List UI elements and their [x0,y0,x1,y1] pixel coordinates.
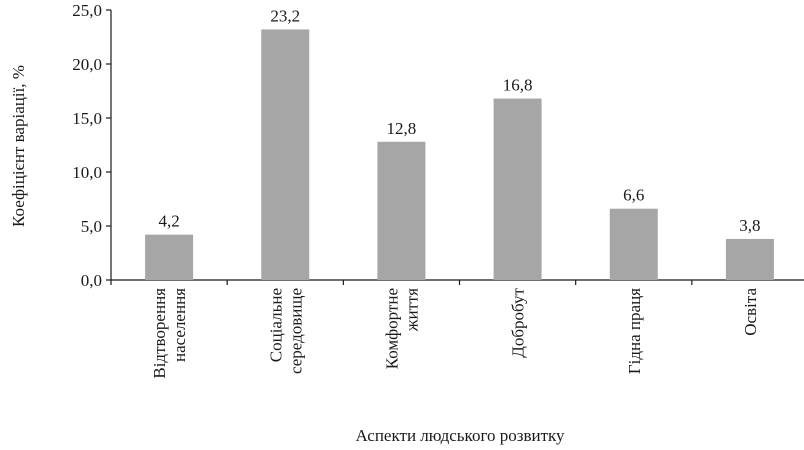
category-label-line: Соціальне [266,288,285,362]
y-axis: 0,0 5,0 10,0 15,0 20,0 25,0 [72,1,112,290]
category-label-line: Комфортне [382,288,401,369]
bar-value-label: 4,2 [158,212,179,231]
category-label-line: населення [170,288,189,362]
bar [377,141,426,280]
y-tick-label: 0,0 [81,271,102,290]
value-labels: 4,2 23,2 12,8 16,8 6,6 3,8 [158,6,760,235]
category-label: Відтворення населення [150,288,189,379]
bar [145,234,194,280]
category-labels: Відтворення населення Соціальне середовище К… [150,287,760,378]
bars [145,29,774,280]
category-label: Соціальне середовище [266,288,305,374]
bar-value-label: 6,6 [623,186,644,205]
y-axis-title: Коефіцієнт варіації, % [9,65,28,227]
category-label-line: життя [402,288,421,332]
category-label-line: Добробут [509,287,528,357]
category-label: Добробут [509,287,528,357]
y-tick-label: 10,0 [72,163,102,182]
category-label: Комфортне життя [382,288,421,369]
y-tick-label: 15,0 [72,109,102,128]
category-label: Гідна праця [625,288,644,374]
bar-value-label: 3,8 [739,216,760,235]
y-tick-label: 5,0 [81,217,102,236]
category-label-line: середовище [286,288,305,374]
category-label-line: Відтворення [150,288,169,379]
bar [261,29,310,280]
x-axis [110,279,804,285]
category-label: Освіта [741,288,760,336]
category-label-line: Освіта [741,288,760,336]
bar-value-label: 23,2 [270,6,300,25]
y-tick-label: 25,0 [72,1,102,20]
x-axis-title: Аспекти людського розвитку [355,426,565,445]
y-tick-label: 20,0 [72,55,102,74]
bar [609,208,658,280]
category-label-line: Гідна праця [625,288,644,374]
bar-value-label: 16,8 [503,76,533,95]
bar-value-label: 12,8 [387,119,417,138]
bar [493,98,542,280]
bar [725,238,774,280]
